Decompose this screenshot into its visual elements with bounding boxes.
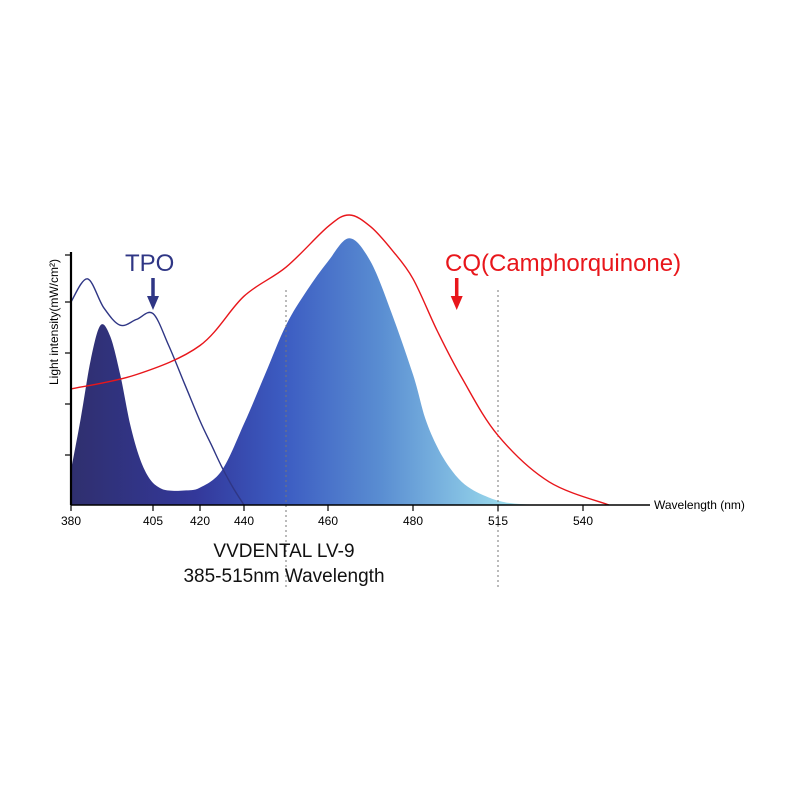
plot-area: 380 405 420 440 460 480 515 540: [61, 214, 650, 588]
x-tick-label-380: 380: [61, 514, 81, 528]
x-tick-label-405: 405: [143, 514, 163, 528]
x-tick-label-420: 420: [190, 514, 210, 528]
y-axis-label: Light intensity(mW/cm²): [47, 259, 61, 385]
tpo-arrow-head: [147, 296, 159, 310]
tpo-label: TPO: [125, 250, 174, 277]
series-line-tpo: [70, 278, 245, 506]
cq-label: CQ(Camphorquinone): [445, 250, 681, 277]
chart-title-line2: 385-515nm Wavelength: [183, 566, 384, 587]
x-tick-label-540: 540: [573, 514, 593, 528]
chart-title-line1: VVDENTAL LV-9: [213, 541, 354, 562]
x-axis-label: Wavelength (nm): [654, 498, 745, 512]
x-tick-label-440: 440: [234, 514, 254, 528]
x-tick-label-515: 515: [488, 514, 508, 528]
cq-arrow-head: [450, 296, 463, 310]
emission-band-area: [71, 238, 583, 506]
series-line-cq: [70, 214, 610, 506]
x-tick-label-480: 480: [403, 514, 423, 528]
x-tick-label-460: 460: [318, 514, 338, 528]
